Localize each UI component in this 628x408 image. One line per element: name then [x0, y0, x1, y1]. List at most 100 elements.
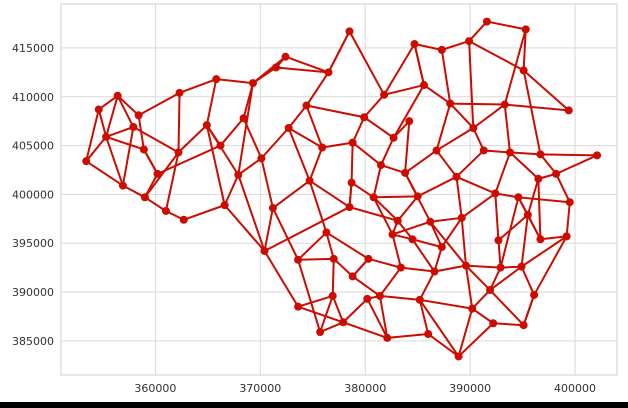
- network-node: [405, 117, 414, 126]
- network-node: [302, 101, 311, 110]
- network-node: [281, 52, 290, 61]
- network-node: [316, 328, 325, 337]
- network-node: [248, 79, 257, 88]
- network-edge: [526, 177, 540, 216]
- network-edge: [520, 213, 529, 268]
- network-edge: [287, 104, 308, 129]
- network-node: [140, 193, 149, 202]
- network-edge: [137, 91, 181, 117]
- network-edge: [321, 141, 354, 149]
- network-node: [364, 254, 373, 263]
- y-tick-label: 400000: [12, 188, 54, 201]
- network-edge: [350, 181, 375, 199]
- network-node: [139, 145, 148, 154]
- network-edge: [418, 298, 474, 310]
- network-edge: [137, 114, 145, 151]
- network-node: [339, 318, 348, 327]
- network-node: [393, 216, 402, 225]
- network-node: [479, 146, 488, 155]
- network-edge: [287, 126, 324, 149]
- network-edge: [363, 93, 386, 119]
- network-edge: [85, 160, 124, 187]
- network-edge: [223, 173, 240, 207]
- network-edge: [455, 175, 463, 219]
- network-edge: [223, 204, 266, 253]
- network-edge: [348, 181, 353, 209]
- network-edge: [386, 332, 430, 339]
- network-edge: [433, 246, 443, 273]
- network-edge: [383, 43, 416, 96]
- network-node: [216, 141, 225, 150]
- network-edge: [471, 289, 492, 310]
- network-node: [415, 295, 424, 304]
- network-edge: [177, 124, 208, 154]
- network-edge: [520, 235, 568, 268]
- x-tick-label: 360000: [134, 382, 176, 395]
- network-node: [329, 254, 338, 263]
- network-edge: [215, 78, 254, 85]
- network-node: [452, 172, 461, 181]
- x-axis-tick-labels: 360000 370000 380000 390000 400000: [134, 382, 596, 395]
- network-edge: [143, 151, 180, 199]
- network-node: [134, 111, 143, 120]
- network-edge: [372, 196, 399, 222]
- network-edge: [350, 141, 354, 184]
- network-node: [564, 106, 573, 115]
- network-node: [348, 138, 357, 147]
- network-node: [202, 121, 211, 130]
- network-node: [437, 45, 446, 54]
- network-edge: [508, 151, 542, 156]
- network-edge: [351, 141, 382, 167]
- network-node: [161, 206, 170, 215]
- network-node: [461, 261, 470, 270]
- network-edge: [237, 173, 266, 253]
- network-node: [523, 210, 532, 219]
- network-node: [268, 204, 277, 213]
- network-node: [284, 123, 293, 132]
- network-edge: [482, 149, 511, 154]
- network-edge: [287, 126, 311, 182]
- network-edge: [85, 108, 100, 163]
- network-edge: [494, 151, 511, 195]
- network-edge: [503, 103, 511, 154]
- network-edge: [433, 264, 467, 273]
- network-node: [102, 132, 111, 141]
- network-edge: [427, 332, 460, 358]
- network-edge: [331, 257, 335, 297]
- network-edge: [178, 78, 218, 94]
- network-node: [465, 37, 474, 46]
- network-edge: [440, 48, 452, 105]
- network-node: [494, 236, 503, 245]
- network-edge: [378, 294, 389, 339]
- network-edge: [372, 196, 394, 236]
- network-edge: [464, 264, 502, 269]
- network-node: [500, 100, 509, 109]
- network-edge: [263, 207, 274, 253]
- network-edge: [378, 266, 402, 297]
- network-edge: [242, 82, 254, 120]
- network-edge: [383, 84, 425, 96]
- network-node: [294, 302, 303, 311]
- network-node: [347, 178, 356, 187]
- network-edge: [565, 201, 571, 238]
- network-edge: [116, 94, 135, 129]
- network-edge: [411, 238, 436, 273]
- network-edge: [422, 84, 452, 105]
- network-node: [530, 290, 539, 299]
- network-node: [363, 294, 372, 303]
- network-node: [486, 286, 495, 295]
- network-edge: [325, 231, 335, 260]
- network-edge: [455, 149, 485, 178]
- network-edge: [297, 294, 334, 308]
- network-edge: [517, 196, 571, 204]
- network-node: [519, 321, 528, 330]
- network-node: [468, 304, 477, 313]
- network-edge: [351, 275, 381, 297]
- network-edge: [435, 126, 475, 152]
- network-edge: [342, 321, 389, 339]
- network-node: [272, 63, 281, 72]
- network-edge: [105, 94, 119, 138]
- network-node: [457, 213, 466, 222]
- network-edge: [522, 69, 570, 112]
- network-node: [489, 319, 498, 328]
